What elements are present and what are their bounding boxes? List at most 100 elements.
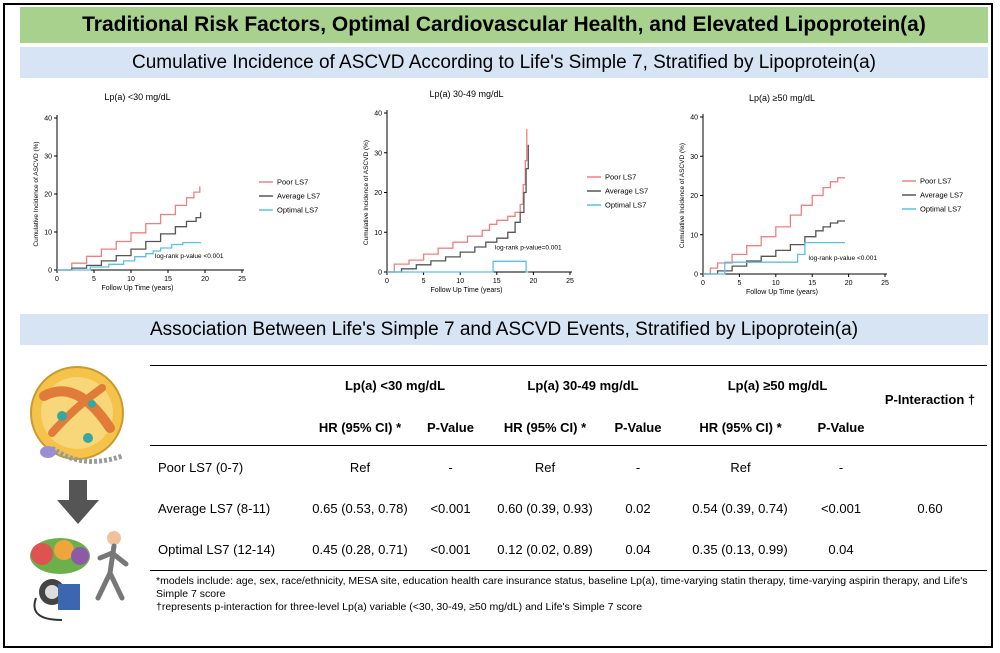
table-top-rule: [150, 365, 987, 366]
hr-cell: 0.12 (0.02, 0.89): [497, 542, 593, 557]
legend-label-average: Average LS7: [920, 191, 963, 200]
p-cell: -: [635, 460, 641, 475]
x-tick-label: 0: [701, 280, 705, 287]
footnote-models: *models include: age, sex, race/ethnicit…: [156, 575, 968, 600]
km-curve-average: [57, 212, 202, 271]
hr-cell: 0.65 (0.53, 0.78): [312, 501, 408, 516]
figure-title: Traditional Risk Factors, Optimal Cardio…: [20, 7, 988, 43]
km-curve-optimal: [703, 241, 845, 275]
logrank-annotation: log-rank p-value <0.001: [809, 255, 878, 262]
subheader-hr-3: HR (95% CI) *: [699, 420, 782, 435]
hr-cell: 0.54 (0.39, 0.74): [692, 501, 788, 516]
p-cell: <0.001: [430, 501, 471, 516]
lipoprotein-particle-icon: [30, 366, 124, 464]
y-tick-label: 0: [48, 268, 52, 275]
figure-frame: [3, 3, 993, 648]
km-curve-poor: [57, 186, 201, 271]
row-label: Poor LS7 (0-7): [158, 460, 244, 475]
km-panel-title: Lp(a) 30-49 mg/dL: [429, 89, 503, 99]
p-cell: 0.02: [625, 501, 651, 516]
group-header-lpa-ge50: Lp(a) ≥50 mg/dL: [727, 378, 828, 393]
y-tick-label: 0: [378, 270, 382, 277]
km-curve-poor: [387, 128, 528, 273]
x-tick-label: 5: [422, 278, 426, 285]
x-tick-label: 5: [737, 280, 741, 287]
y-tick-label: 10: [44, 230, 52, 237]
subheader-p-1: P-Value: [427, 420, 474, 435]
subheader-hr-2: HR (95% CI) *: [503, 420, 587, 435]
y-tick-label: 20: [374, 190, 382, 197]
legend-label-optimal: Optimal LS7: [605, 201, 646, 210]
x-tick-label: 0: [55, 276, 59, 283]
subheader-p-3: P-Value: [817, 420, 865, 435]
y-tick-label: 30: [374, 150, 382, 157]
y-axis-label: Cumulative Incidence of ASCVD (%): [679, 143, 686, 248]
legend-label-average: Average LS7: [277, 192, 320, 201]
table-header-rule: [150, 445, 987, 446]
y-tick-label: 10: [690, 232, 698, 239]
x-axis-label: Follow Up Time (years): [102, 285, 174, 292]
p-cell: <0.001: [430, 542, 471, 557]
logrank-annotation: log-rank p-value <0.001: [155, 253, 224, 260]
legend-label-optimal: Optimal LS7: [277, 206, 318, 215]
x-tick-label: 10: [456, 278, 464, 285]
km-panel-title: Lp(a) ≥50 mg/dL: [749, 93, 815, 103]
x-tick-label: 5: [92, 276, 96, 283]
km-curve-poor: [703, 177, 845, 275]
subheader-hr-1: HR (95% CI) *: [318, 420, 402, 435]
legend-label-poor: Poor LS7: [605, 173, 636, 182]
x-tick-label: 0: [385, 278, 389, 285]
hr-cell: Ref: [349, 460, 371, 475]
x-tick-label: 15: [808, 280, 816, 287]
hr-cell: Ref: [730, 460, 751, 475]
x-tick-label: 15: [164, 276, 172, 283]
km-curve-optimal: [57, 241, 202, 271]
hr-cell: 0.60 (0.39, 0.93): [497, 501, 593, 516]
legend-label-poor: Poor LS7: [277, 178, 308, 187]
km-curve-average: [387, 144, 529, 273]
hr-cell: Ref: [534, 460, 556, 475]
x-axis-label: Follow Up Time (years): [431, 287, 503, 294]
x-axis-label: Follow Up Time (years): [746, 289, 818, 296]
km-curve-average: [703, 220, 845, 275]
row-label: Average LS7 (8-11): [158, 501, 271, 516]
y-tick-label: 20: [44, 192, 52, 199]
y-tick-label: 40: [374, 111, 382, 118]
y-tick-label: 30: [690, 154, 698, 161]
x-tick-label: 25: [566, 278, 574, 285]
p-cell: -: [838, 460, 844, 475]
y-tick-label: 40: [44, 116, 52, 123]
legend-label-average: Average LS7: [605, 187, 648, 196]
legend-label-poor: Poor LS7: [920, 177, 951, 186]
y-tick-label: 40: [690, 115, 698, 122]
x-tick-label: 15: [493, 278, 501, 285]
p-cell: -: [448, 460, 453, 475]
x-tick-label: 10: [127, 276, 135, 283]
p-cell: 0.04: [625, 542, 651, 557]
footnote-interaction: †represents p-interaction for three-leve…: [156, 601, 643, 613]
group-header-lpa-30-49: Lp(a) 30-49 mg/dL: [527, 378, 639, 393]
illustration: [30, 366, 129, 621]
legend-label-optimal: Optimal LS7: [920, 205, 961, 214]
km-curves-panel: Lp(a) <30 mg/dL 0 10 20 30 40 0 5 10 15 20 25 Follow…: [33, 89, 963, 296]
hr-cell: 0.35 (0.13, 0.99): [692, 542, 788, 557]
km-curve-optimal: [387, 260, 529, 273]
p-interaction-header: P-Interaction †: [884, 392, 976, 407]
table-bottom-rule: [150, 570, 987, 571]
hr-cell: 0.45 (0.28, 0.71): [312, 542, 408, 557]
x-tick-label: 20: [201, 276, 209, 283]
logrank-annotation: log-rank p-value=0.001: [495, 245, 562, 252]
y-tick-label: 0: [694, 272, 698, 279]
p-interaction-cell: 0.60: [917, 501, 943, 516]
p-cell: <0.001: [820, 501, 862, 516]
km-panel-title: Lp(a) <30 mg/dL: [104, 92, 170, 102]
section-title-association: Association Between Life's Simple 7 and …: [20, 314, 988, 345]
y-tick-label: 20: [690, 193, 698, 200]
row-label: Optimal LS7 (12-14): [158, 542, 276, 557]
subheader-p-2: P-Value: [614, 420, 662, 435]
y-tick-label: 10: [374, 230, 382, 237]
section-title-incidence: Cumulative Incidence of ASCVD According …: [20, 47, 988, 78]
x-tick-label: 20: [530, 278, 538, 285]
p-cell: 0.04: [828, 542, 854, 557]
y-axis-label: Cumulative Incidence of ASCVD (%): [363, 140, 370, 245]
